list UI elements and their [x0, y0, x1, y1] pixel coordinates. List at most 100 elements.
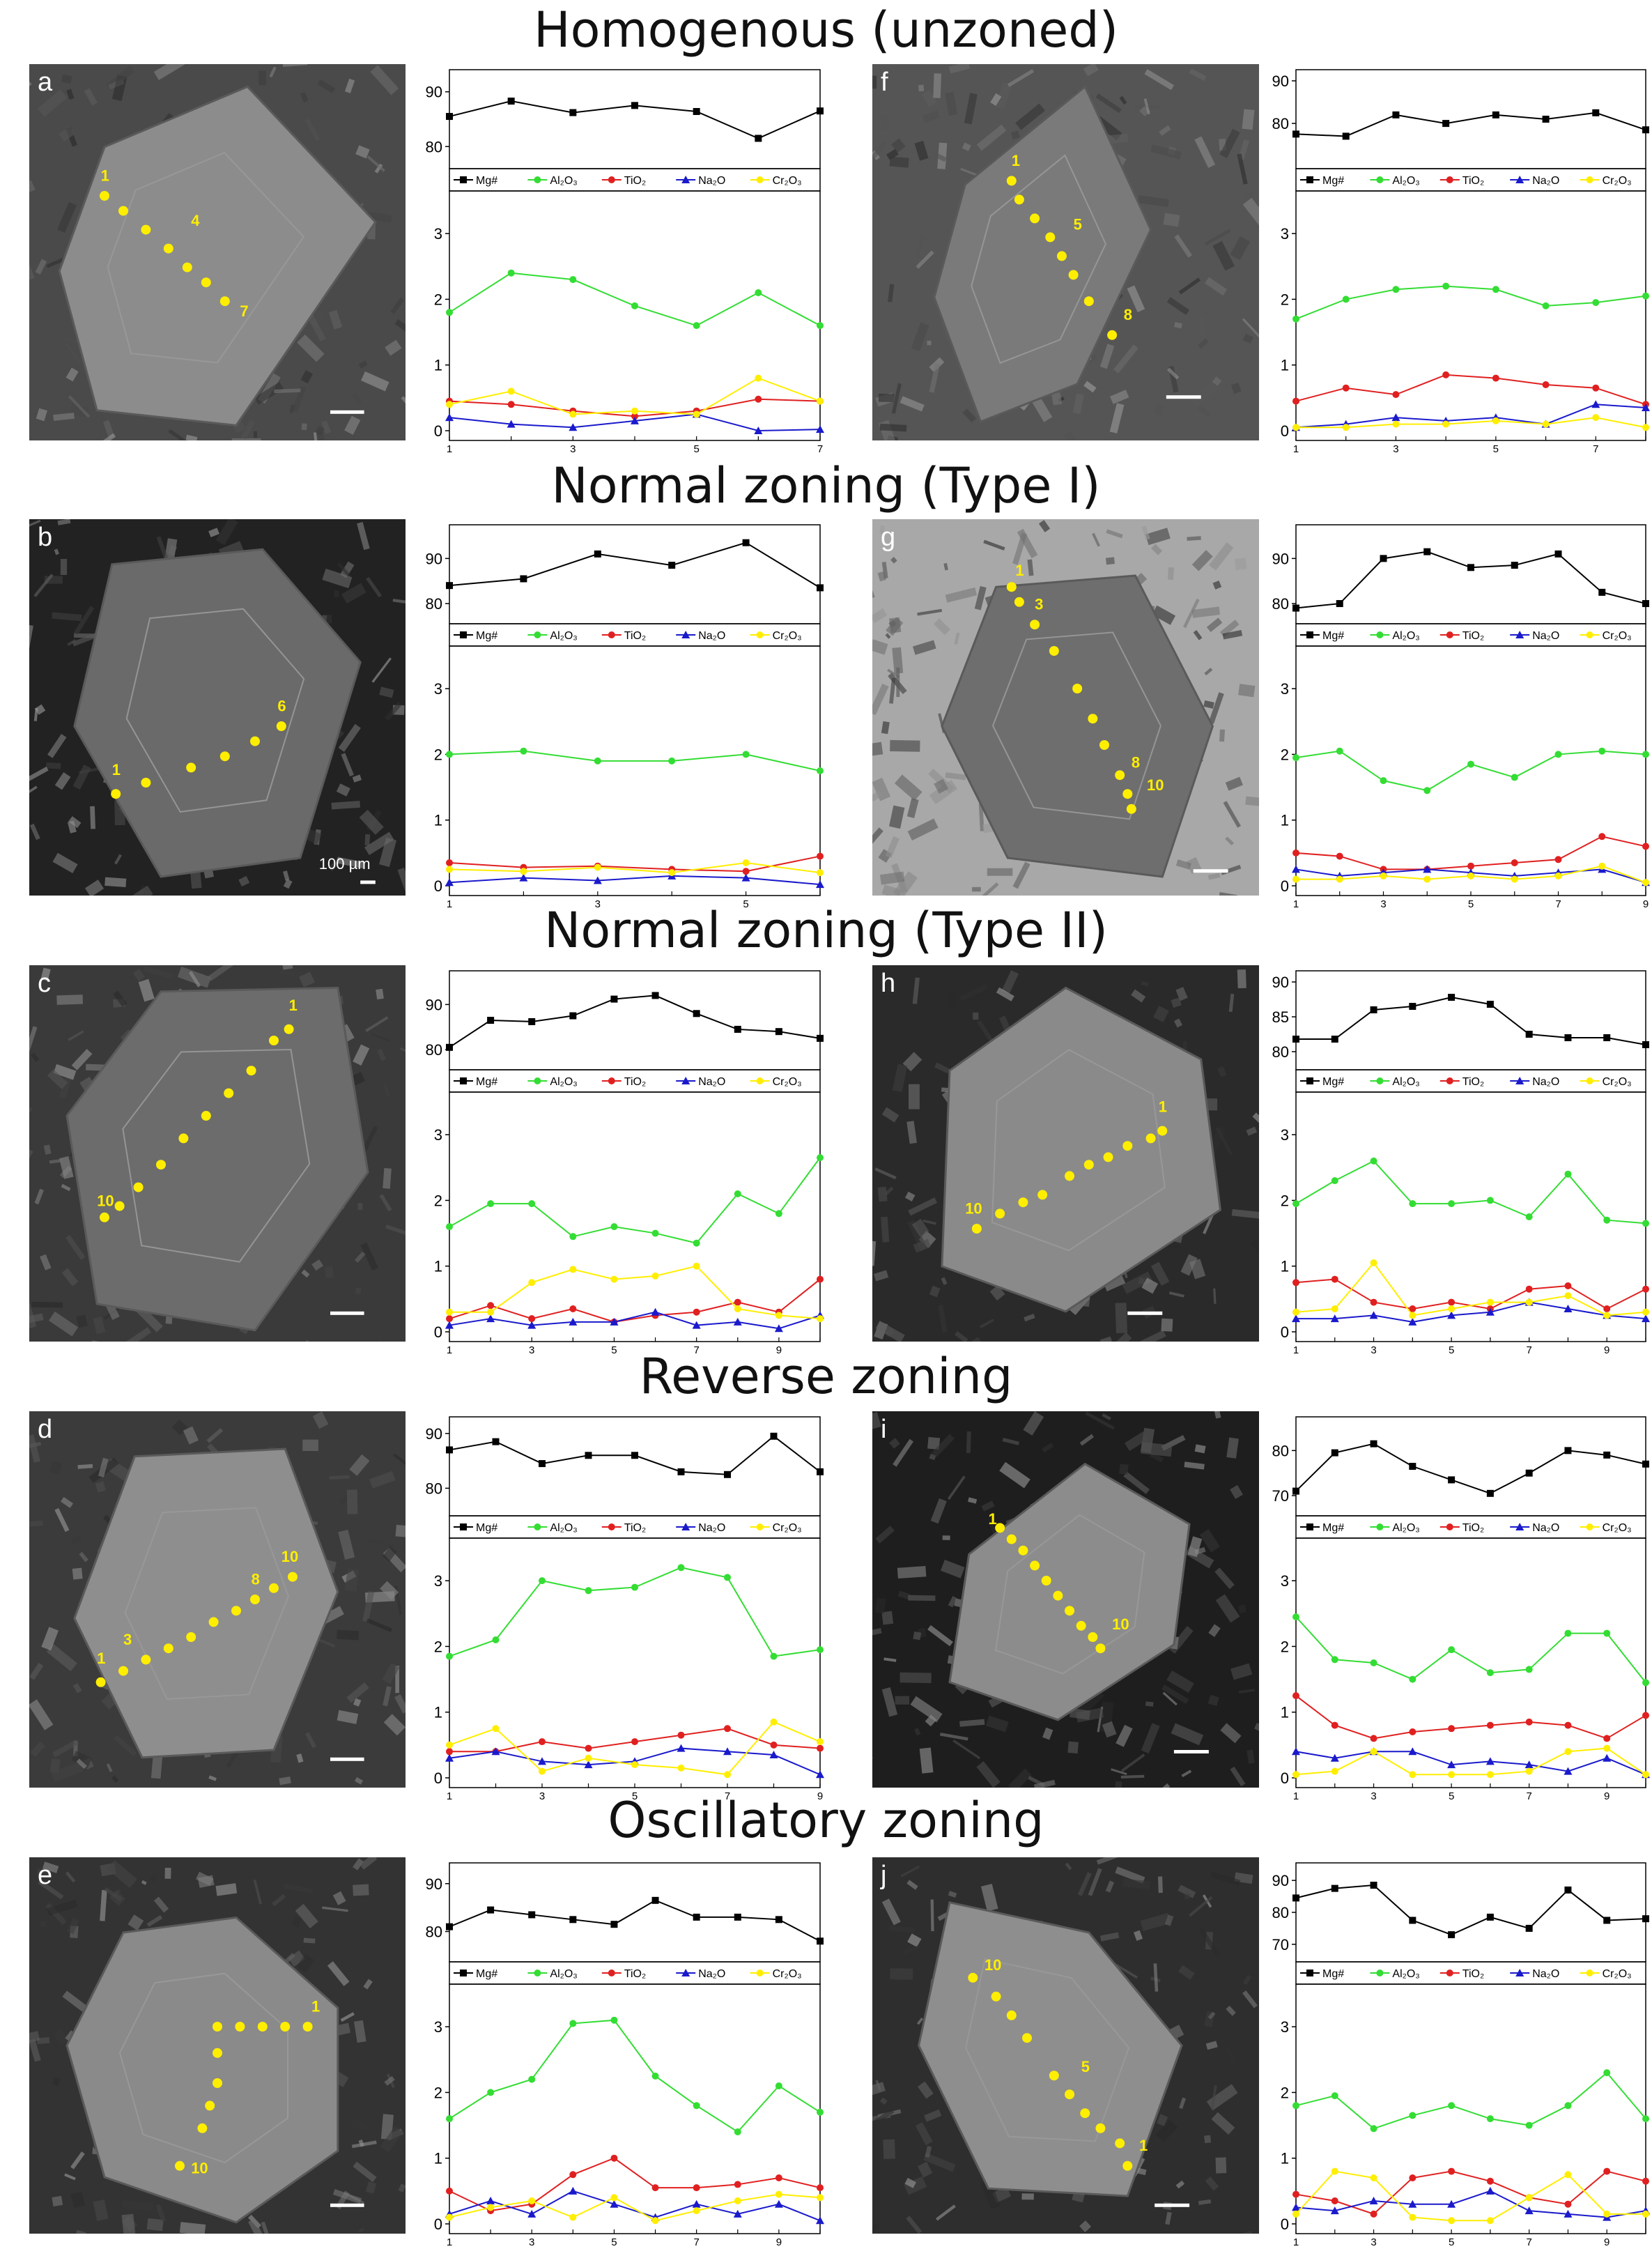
data-point-Al2O3 — [1525, 1213, 1533, 1220]
point-label: 8 — [1124, 306, 1132, 323]
data-point-Cr2O3 — [1370, 1748, 1377, 1756]
matrix-texture — [930, 1498, 947, 1524]
data-point-Na2O — [538, 1757, 546, 1765]
matrix-texture — [948, 1596, 957, 1608]
data-point-Cr2O3 — [487, 1308, 495, 1316]
legend-label-Mg#: Mg# — [476, 1522, 497, 1534]
matrix-texture — [889, 1438, 900, 1449]
data-point-Mg# — [1642, 126, 1649, 134]
matrix-texture — [41, 1627, 59, 1651]
matrix-texture — [383, 1167, 392, 1189]
matrix-texture — [912, 640, 936, 655]
matrix-texture — [332, 1891, 346, 1905]
analysis-point — [219, 751, 230, 762]
legend-marker-Mg# — [460, 1970, 467, 1976]
matrix-texture — [54, 1507, 70, 1533]
matrix-texture — [933, 73, 941, 98]
matrix-texture — [888, 284, 895, 302]
matrix-texture — [1042, 1442, 1054, 1453]
matrix-texture — [990, 93, 1002, 106]
data-point-TiO2 — [507, 401, 515, 408]
legend-label-Na2O: Na₂O — [1532, 1522, 1559, 1534]
matrix-texture — [1207, 873, 1221, 880]
matrix-texture — [1182, 598, 1200, 629]
matrix-texture — [1115, 1866, 1145, 1884]
y-tick-label: 90 — [1272, 1872, 1289, 1889]
data-point-Mg# — [1370, 1006, 1377, 1013]
matrix-texture — [296, 1953, 315, 1973]
analysis-point — [1022, 2033, 1032, 2043]
matrix-texture — [1174, 322, 1182, 329]
data-point-Mg# — [1331, 1884, 1338, 1892]
x-tick-label: 3 — [529, 2236, 534, 2248]
legend-marker-Na2O — [1515, 1523, 1524, 1530]
data-point-TiO2 — [528, 1315, 536, 1323]
matrix-texture — [370, 65, 399, 95]
data-point-TiO2 — [1292, 1692, 1299, 1700]
analysis-point — [1006, 2010, 1017, 2020]
matrix-texture — [1211, 2112, 1235, 2135]
data-point-Al2O3 — [677, 1564, 685, 1572]
matrix-texture — [353, 1884, 369, 1896]
scale-bar — [330, 410, 364, 414]
data-point-Cr2O3 — [1603, 1744, 1611, 1752]
data-point-Mg# — [1370, 1882, 1377, 1889]
data-point-Na2O — [1292, 1314, 1300, 1323]
data-point-Na2O — [1292, 865, 1300, 873]
matrix-texture — [354, 1251, 366, 1264]
matrix-texture — [394, 1694, 406, 1714]
data-point-Al2O3 — [693, 322, 700, 330]
x-tick-label: 5 — [1449, 1344, 1454, 1356]
matrix-texture — [337, 1629, 360, 1641]
data-point-TiO2 — [817, 1275, 824, 1283]
data-point-Cr2O3 — [1448, 1771, 1456, 1779]
legend-marker-Na2O — [681, 1969, 690, 1976]
matrix-texture — [890, 557, 897, 564]
x-tick-label: 1 — [1293, 443, 1299, 455]
analysis-point — [1099, 740, 1109, 750]
x-tick-label: 9 — [1643, 898, 1649, 910]
matrix-texture — [1144, 69, 1175, 91]
y-tick-label: 0 — [1281, 1769, 1289, 1787]
legend-label-Na2O: Na₂O — [698, 175, 725, 187]
matrix-texture — [1171, 1723, 1204, 1746]
matrix-texture — [44, 576, 63, 584]
matrix-texture — [945, 91, 958, 116]
point-label: 3 — [1035, 596, 1043, 613]
data-point-Al2O3 — [446, 1223, 453, 1231]
point-label: 1 — [289, 997, 298, 1014]
matrix-texture — [911, 1218, 929, 1238]
plot-frame-bottom — [1295, 1091, 1646, 1342]
data-point-Al2O3 — [1292, 754, 1299, 762]
matrix-texture — [1191, 550, 1213, 571]
analysis-point — [235, 2022, 245, 2032]
analysis-point — [163, 243, 173, 254]
matrix-texture — [1033, 1779, 1056, 1788]
matrix-texture — [1184, 1461, 1205, 1470]
plot-frame-bottom — [449, 645, 821, 896]
matrix-texture — [65, 1234, 86, 1260]
series-line-TiO2 — [449, 1278, 821, 1323]
matrix-texture — [1141, 1442, 1173, 1457]
matrix-texture — [1175, 2180, 1185, 2189]
data-point-Mg# — [677, 1468, 685, 1475]
matrix-texture — [942, 1535, 950, 1540]
matrix-texture — [1215, 1126, 1233, 1156]
y-tick-label: 70 — [1272, 1936, 1289, 1953]
plot-frame-bottom — [449, 1091, 821, 1342]
y-tick-label: 80 — [1272, 1904, 1289, 1921]
plot-frame-top — [1295, 1862, 1646, 1963]
data-point-Al2O3 — [569, 2020, 577, 2027]
matrix-texture — [359, 809, 384, 835]
matrix-texture — [1189, 1896, 1213, 1917]
matrix-texture — [1222, 629, 1243, 640]
y-tick-label: 3 — [434, 680, 442, 698]
matrix-texture — [998, 1015, 1010, 1031]
data-point-Cr2O3 — [1511, 875, 1518, 883]
y-tick-label: 2 — [1281, 1638, 1289, 1655]
y-tick-label: 1 — [434, 2150, 442, 2167]
data-point-Al2O3 — [610, 2016, 618, 2024]
data-point-Na2O — [1408, 1747, 1417, 1756]
matrix-texture — [1001, 970, 1019, 995]
panel-letter: a — [38, 68, 53, 97]
